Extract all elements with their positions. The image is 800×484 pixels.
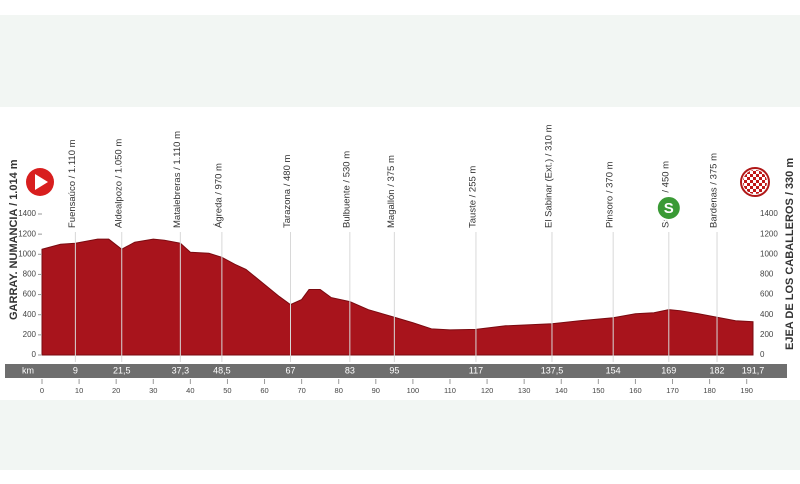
x-tick-label: 100 xyxy=(407,386,420,395)
finish-icon xyxy=(740,167,770,197)
waypoint-km: 67 xyxy=(285,365,295,375)
waypoint-km: 37,3 xyxy=(172,365,190,375)
waypoint-label: Tarazona / 480 m xyxy=(282,155,293,228)
y-tick-label-right: 600 xyxy=(760,290,774,299)
x-tick-label: 20 xyxy=(112,386,120,395)
sprint-icon xyxy=(655,195,682,221)
waypoint-km: 48,5 xyxy=(213,365,231,375)
y-tick-label-right: 1400 xyxy=(760,209,778,218)
waypoint-label: Magallón / 375 m xyxy=(386,155,397,228)
y-tick-label: 1400 xyxy=(18,209,36,218)
waypoint-km: 191,7 xyxy=(742,365,765,375)
waypoint-km: 95 xyxy=(389,365,399,375)
waypoint-label: Bulbuente / 530 m xyxy=(341,151,352,228)
waypoint-km: 117 xyxy=(469,365,483,375)
waypoint-km: 83 xyxy=(345,365,355,375)
x-tick-label: 160 xyxy=(629,386,642,395)
waypoint-label: Sádaba / 450 m xyxy=(660,161,671,228)
waypoint-label: Pinsoro / 370 m xyxy=(605,161,616,228)
y-tick-label-right: 1000 xyxy=(760,249,778,258)
x-tick-label: 50 xyxy=(223,386,231,395)
x-tick-label: 170 xyxy=(666,386,679,395)
start-label: GARRAY. NUMANCIA / 1.014 m xyxy=(8,159,20,320)
y-tick-label: 600 xyxy=(23,290,37,299)
waypoint-km: 182 xyxy=(710,365,725,375)
x-tick-label: 30 xyxy=(149,386,157,395)
waypoint-label: Tauste / 255 m xyxy=(467,166,478,228)
y-tick-label-right: 1200 xyxy=(760,229,778,238)
waypoint-label: El Sabinar (Ext.) / 310 m xyxy=(543,124,554,228)
y-tick-label: 200 xyxy=(23,330,37,339)
profile-area xyxy=(41,238,754,356)
x-tick-label: 180 xyxy=(703,386,716,395)
km-strip xyxy=(5,364,787,378)
x-tick-label: 10 xyxy=(75,386,83,395)
x-tick-label: 110 xyxy=(444,386,456,395)
y-tick-label: 1000 xyxy=(18,249,36,258)
km-label: km xyxy=(22,365,34,375)
waypoint-label: Bardenas / 375 m xyxy=(709,153,720,228)
waypoint-km: 137,5 xyxy=(541,365,564,375)
waypoint-label: Matalebreras / 1.110 m xyxy=(172,131,183,228)
x-tick-label: 140 xyxy=(555,386,568,395)
sprint-label: S xyxy=(664,200,674,217)
waypoint-km: 154 xyxy=(606,365,621,375)
waypoint-label: Aldealpozo / 1.050 m xyxy=(113,139,124,228)
y-tick-label-right: 200 xyxy=(760,330,774,339)
x-tick-label: 190 xyxy=(740,386,753,395)
waypoint-km: 21,5 xyxy=(113,365,131,375)
y-tick-label: 1200 xyxy=(18,229,36,238)
y-tick-label-right: 800 xyxy=(760,270,774,279)
y-tick-label: 400 xyxy=(23,310,37,319)
finish-label: EJEA DE LOS CABALLEROS / 330 m xyxy=(784,158,796,350)
x-tick-label: 0 xyxy=(40,386,44,395)
waypoint-km: 9 xyxy=(73,365,78,375)
x-tick-label: 80 xyxy=(335,386,343,395)
start-icon xyxy=(26,168,54,196)
y-tick-label: 0 xyxy=(32,350,37,359)
x-tick-label: 130 xyxy=(518,386,531,395)
x-tick-label: 90 xyxy=(372,386,380,395)
x-tick-label: 40 xyxy=(186,386,194,395)
y-tick-label-right: 400 xyxy=(760,310,774,319)
x-tick-label: 60 xyxy=(260,386,268,395)
x-tick-label: 70 xyxy=(297,386,305,395)
top-band xyxy=(0,15,800,107)
x-tick-label: 150 xyxy=(592,386,605,395)
y-tick-label-right: 0 xyxy=(760,350,765,359)
waypoint-label: Ágreda / 970 m xyxy=(213,163,224,228)
y-tick-label: 800 xyxy=(23,270,37,279)
waypoint-label: Fuensaúco / 1.110 m xyxy=(67,139,78,228)
x-tick-label: 120 xyxy=(481,386,494,395)
waypoint-km: 169 xyxy=(661,365,676,375)
bottom-band xyxy=(0,400,800,470)
